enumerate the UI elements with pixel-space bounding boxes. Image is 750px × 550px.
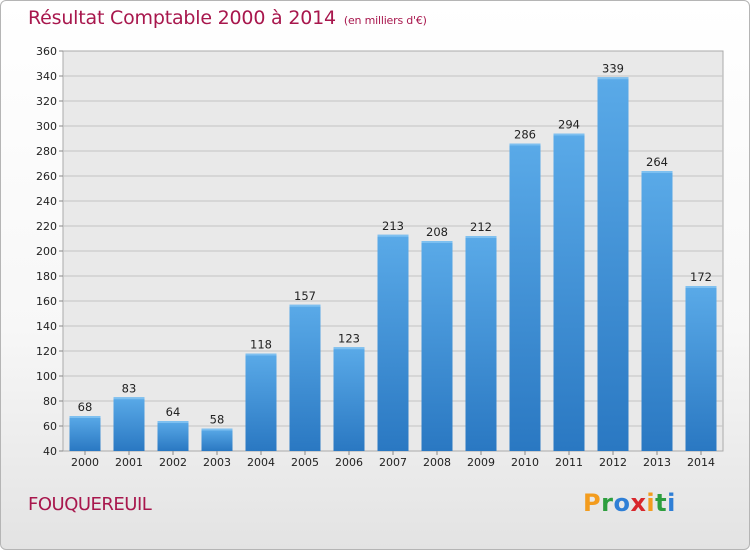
bar-top-highlight xyxy=(465,236,497,238)
bar-2013 xyxy=(641,171,673,451)
bar-top-highlight xyxy=(685,286,717,288)
y-tick-label: 240 xyxy=(36,195,57,208)
bar-2007 xyxy=(377,234,409,451)
bars: 68 83 64 58 118 157 123 213 208 212 286 294 339 264 17… xyxy=(69,61,717,451)
logo-letter: t xyxy=(655,489,668,517)
x-tick-label: 2004 xyxy=(247,456,275,469)
logo-letter: x xyxy=(630,489,647,517)
bar-2002 xyxy=(157,421,189,451)
bar-top-highlight xyxy=(553,133,585,136)
logo-letter: P xyxy=(583,489,602,517)
bar-top-highlight xyxy=(509,143,541,146)
x-axis: 2000 2001 2002 2003 2004 2005 2006 2007 2008 2009… xyxy=(71,451,715,469)
logo-letter: i xyxy=(646,489,656,517)
x-tick-label: 2009 xyxy=(467,456,495,469)
y-tick-label: 220 xyxy=(36,220,57,233)
bar-2001 xyxy=(113,397,145,451)
bar-top-highlight xyxy=(421,241,453,243)
y-tick-label: 300 xyxy=(36,120,57,133)
y-tick-label: 160 xyxy=(36,295,57,308)
bar-top-highlight xyxy=(333,347,365,350)
x-tick-label: 2005 xyxy=(291,456,319,469)
value-label: 172 xyxy=(690,270,712,284)
x-tick-label: 2012 xyxy=(599,456,627,469)
y-tick-label: 60 xyxy=(43,420,57,433)
y-tick-label: 80 xyxy=(43,395,57,408)
value-label: 118 xyxy=(250,338,272,352)
bar-2003 xyxy=(201,428,233,451)
y-tick-label: 320 xyxy=(36,95,57,108)
bar-2010 xyxy=(509,143,541,451)
y-tick-label: 100 xyxy=(36,370,57,383)
bar-2011 xyxy=(553,133,585,451)
x-tick-label: 2001 xyxy=(115,456,143,469)
value-label: 58 xyxy=(210,413,225,427)
x-tick-label: 2002 xyxy=(159,456,187,469)
y-tick-label: 280 xyxy=(36,145,57,158)
value-label: 339 xyxy=(602,61,624,75)
x-tick-label: 2008 xyxy=(423,456,451,469)
value-label: 64 xyxy=(166,405,181,419)
bar-2008 xyxy=(421,241,453,451)
bar-top-highlight xyxy=(69,416,101,418)
chart-subtitle: (en milliers d'€) xyxy=(343,14,427,27)
bar-top-highlight xyxy=(289,304,321,307)
x-tick-label: 2003 xyxy=(203,456,231,469)
x-tick-label: 2000 xyxy=(71,456,99,469)
value-label: 123 xyxy=(338,331,360,345)
commune-name: FOUQUEREUIL xyxy=(28,494,152,515)
value-label: 208 xyxy=(426,225,448,239)
bar-top-highlight xyxy=(377,234,409,237)
bar-top-highlight xyxy=(113,397,145,400)
y-tick-label: 140 xyxy=(36,320,57,333)
bar-2014 xyxy=(685,286,717,451)
y-tick-label: 260 xyxy=(36,170,57,183)
x-tick-label: 2007 xyxy=(379,456,407,469)
value-label: 286 xyxy=(514,128,536,142)
y-tick-label: 120 xyxy=(36,345,57,358)
bar-2006 xyxy=(333,347,365,451)
value-label: 264 xyxy=(646,155,668,169)
proxiti-logo: Proxiti xyxy=(583,489,676,517)
value-label: 68 xyxy=(78,400,93,414)
bar-top-highlight xyxy=(597,77,629,80)
logo-letter: r xyxy=(601,489,614,517)
y-tick-label: 180 xyxy=(36,270,57,283)
bar-2000 xyxy=(69,416,101,451)
bar-2005 xyxy=(289,304,321,451)
value-label: 213 xyxy=(382,219,404,233)
x-tick-label: 2014 xyxy=(687,456,715,469)
bar-top-highlight xyxy=(157,421,189,423)
logo-letter: o xyxy=(613,489,631,517)
bar-2012 xyxy=(597,77,629,451)
x-tick-label: 2010 xyxy=(511,456,539,469)
x-tick-label: 2011 xyxy=(555,456,583,469)
bar-2004 xyxy=(245,353,277,451)
bar-top-highlight xyxy=(245,353,277,356)
value-label: 157 xyxy=(294,289,316,303)
bar-2009 xyxy=(465,236,497,451)
y-axis: 40 60 80 100 120 140 160 180 200 220 240 260 280 300 3… xyxy=(36,45,63,458)
bar-top-highlight xyxy=(201,428,233,431)
value-label: 294 xyxy=(558,118,580,132)
value-label: 83 xyxy=(122,381,137,395)
y-tick-label: 340 xyxy=(36,70,57,83)
x-tick-label: 2013 xyxy=(643,456,671,469)
y-tick-label: 200 xyxy=(36,245,57,258)
y-tick-label: 360 xyxy=(36,45,57,58)
logo-letter: i xyxy=(667,489,676,517)
y-tick-label: 40 xyxy=(43,445,57,458)
bar-top-highlight xyxy=(641,171,673,173)
x-tick-label: 2006 xyxy=(335,456,363,469)
value-label: 212 xyxy=(470,220,492,234)
chart-title: Résultat Comptable 2000 à 2014 (en millie… xyxy=(28,7,427,29)
